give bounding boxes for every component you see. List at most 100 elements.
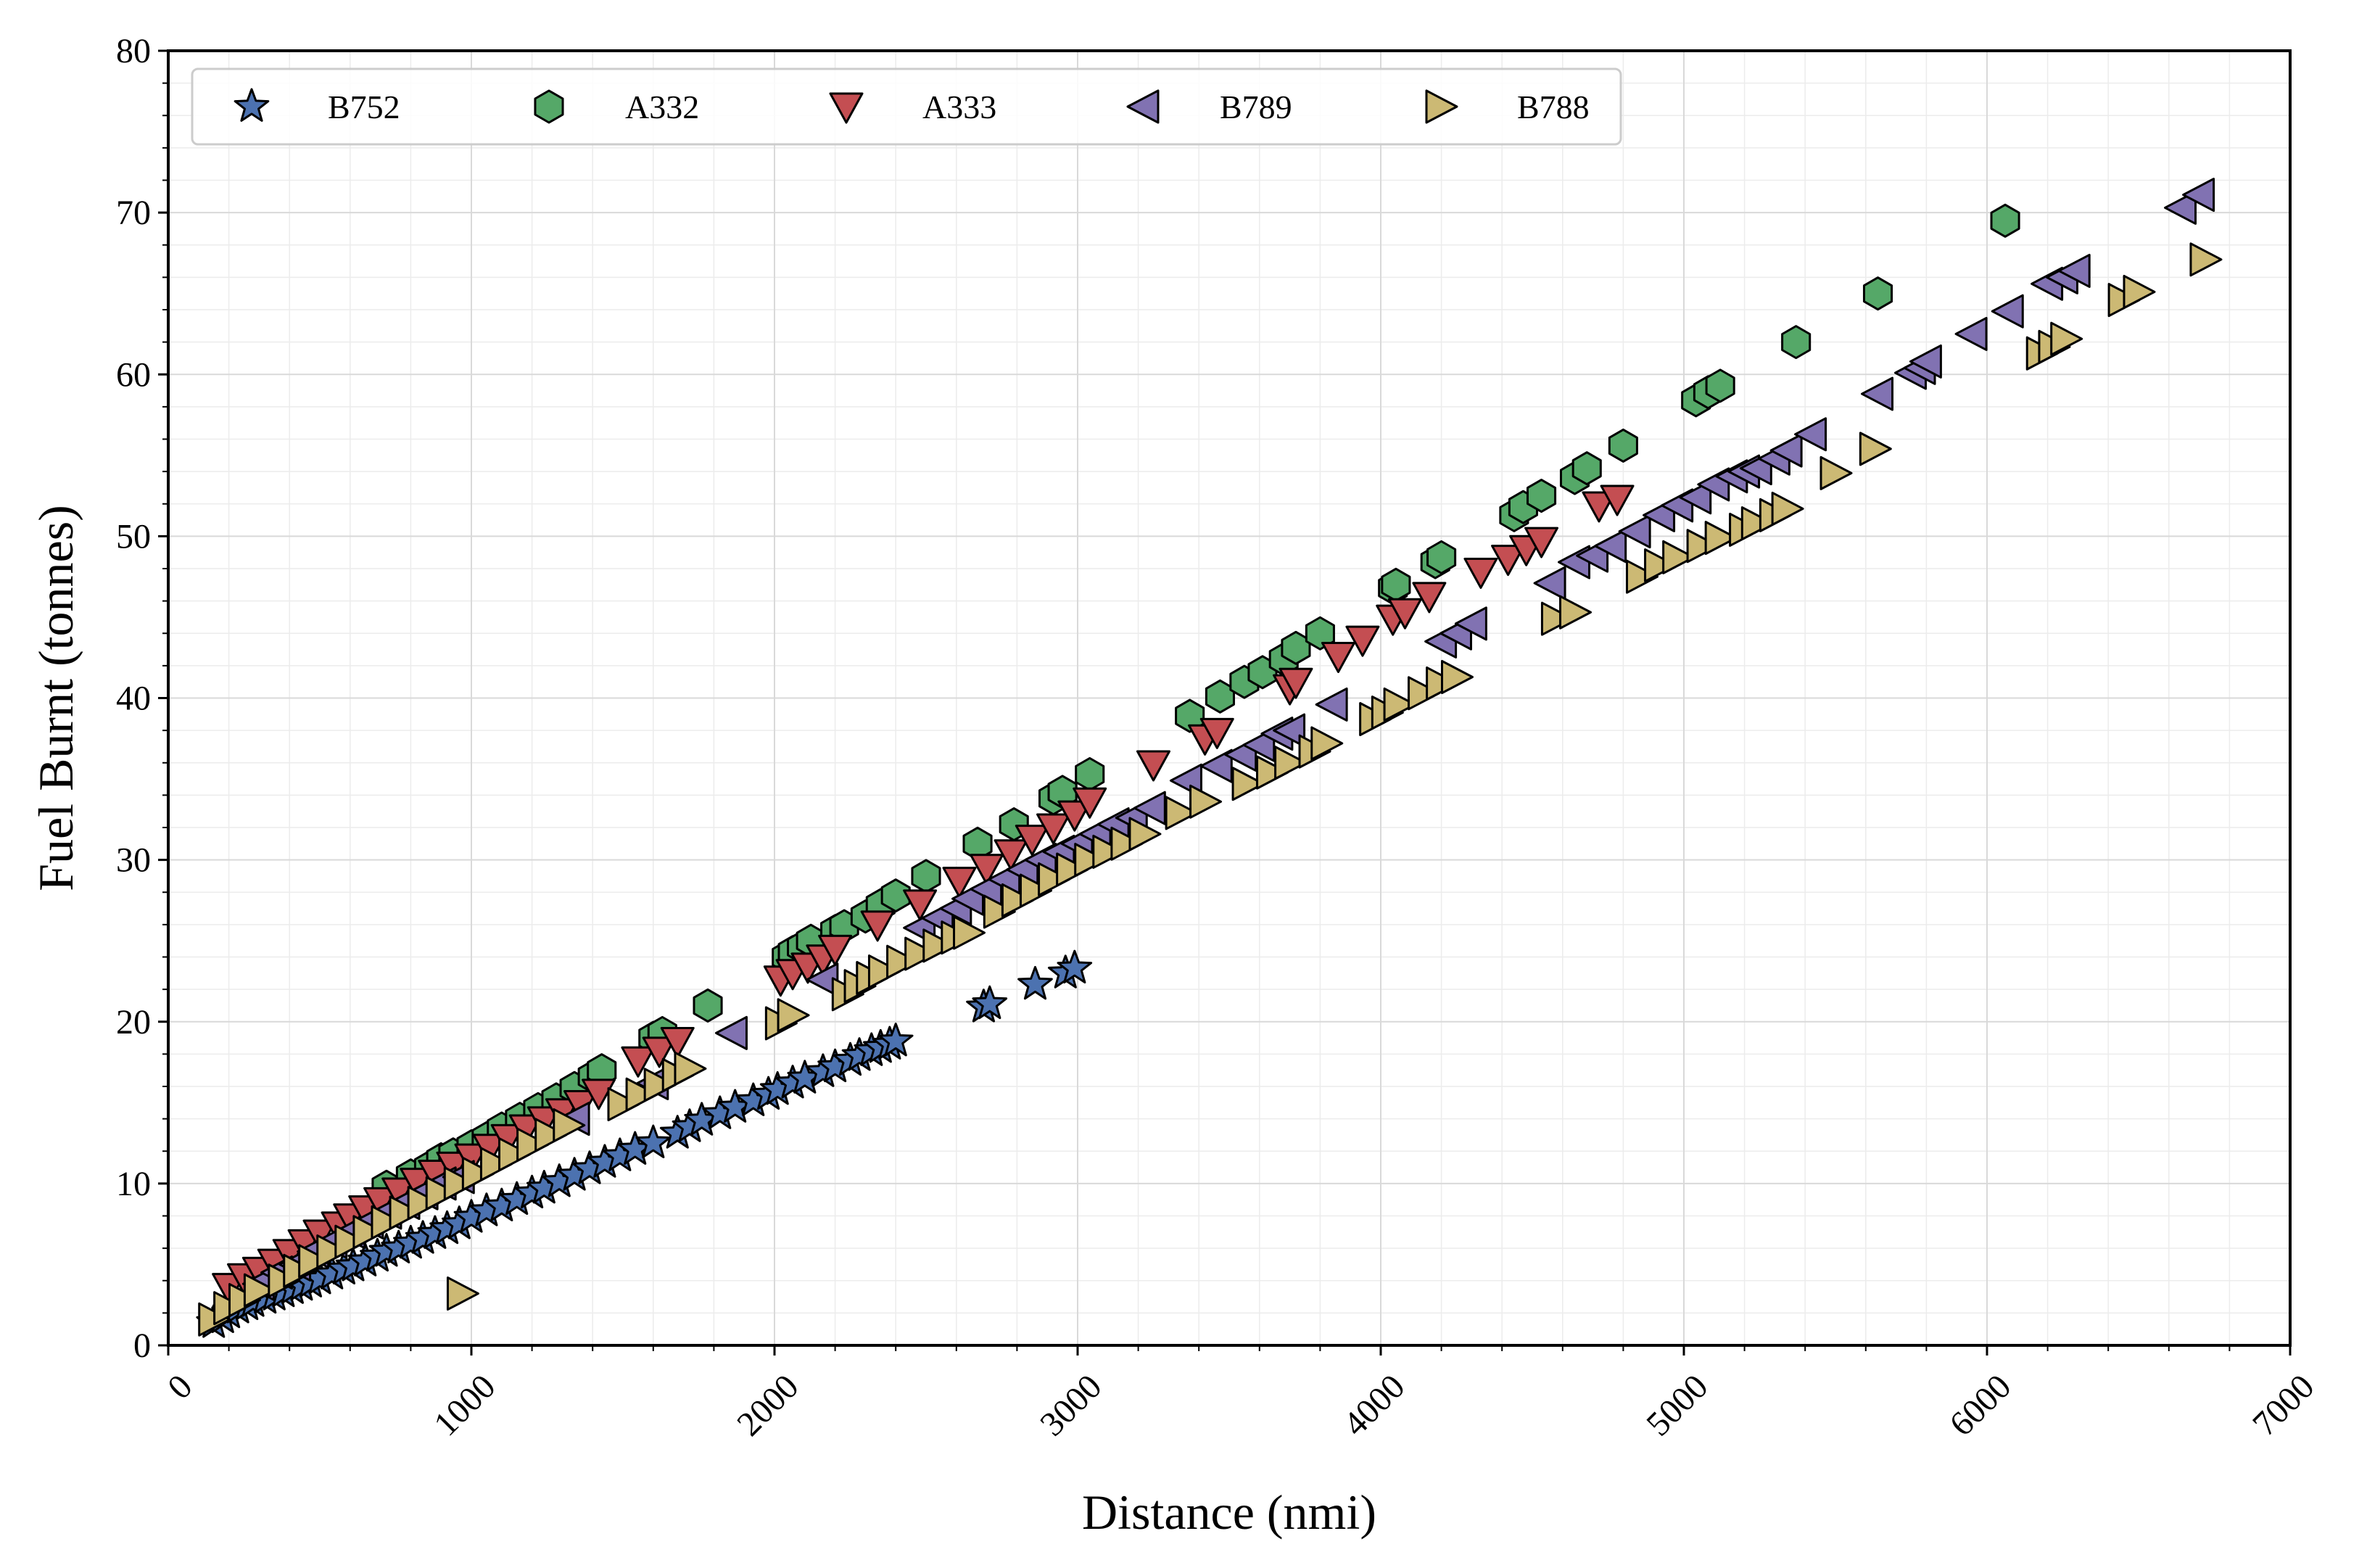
point-b788 — [1038, 862, 1071, 896]
point-b789 — [2164, 190, 2197, 225]
point-b788 — [1074, 843, 1107, 878]
point-b788 — [1310, 726, 1344, 761]
point-a333 — [942, 867, 977, 899]
series-a333 — [212, 484, 1635, 1305]
point-a332 — [911, 859, 941, 894]
point-b789 — [1594, 529, 1627, 564]
point-b788 — [534, 1118, 568, 1152]
x-axis-title: Distance (nmi) — [1082, 1485, 1376, 1540]
legend-label-b788: B788 — [1517, 88, 1590, 125]
point-b788 — [953, 915, 986, 950]
point-a332 — [1571, 451, 1602, 486]
legend: B752 A332 A333 B789 B788 — [191, 67, 1622, 146]
point-b788 — [407, 1186, 440, 1221]
point-b788 — [643, 1068, 677, 1102]
point-a332 — [1075, 756, 1105, 791]
point-a333 — [1036, 813, 1071, 845]
point-b788 — [316, 1234, 350, 1269]
legend-marker-a333 — [829, 92, 864, 124]
point-b789 — [1199, 748, 1233, 783]
point-a333 — [1199, 717, 1234, 749]
legend-marker-b752 — [234, 88, 270, 122]
point-a333 — [1057, 800, 1092, 832]
point-b788 — [1625, 559, 1658, 594]
legend-marker-b789 — [1126, 89, 1160, 124]
point-a333 — [1491, 545, 1526, 577]
point-b788 — [443, 1166, 476, 1201]
point-b789 — [1991, 294, 2024, 329]
point-a333 — [582, 1078, 616, 1110]
point-extra — [446, 1276, 479, 1311]
point-b788 — [1092, 834, 1125, 869]
point-b752 — [1057, 949, 1093, 984]
point-b752 — [635, 1124, 672, 1159]
point-b789 — [1454, 606, 1487, 641]
point-a333 — [621, 1046, 656, 1078]
point-b789 — [714, 1015, 748, 1050]
point-a333 — [1524, 527, 1559, 558]
point-a332 — [1705, 368, 1735, 403]
point-a332 — [1608, 428, 1638, 463]
point-a333 — [818, 934, 853, 966]
point-b788 — [553, 1108, 586, 1143]
point-b788 — [1408, 676, 1441, 711]
point-b788 — [1819, 455, 1853, 490]
y-tick-label: 10 — [116, 1165, 151, 1203]
point-b788 — [983, 894, 1016, 929]
point-b788 — [1110, 826, 1144, 861]
point-a333 — [1582, 491, 1616, 523]
point-b752 — [877, 1023, 914, 1057]
point-b788 — [2050, 321, 2083, 356]
point-b788 — [1686, 529, 1719, 564]
point-a333 — [1136, 750, 1170, 782]
point-b788 — [904, 936, 938, 971]
point-a333 — [1463, 557, 1498, 589]
point-b788 — [1704, 521, 1738, 556]
point-b788 — [1128, 817, 1162, 851]
point-b788 — [2189, 242, 2223, 277]
y-tick-label: 80 — [116, 32, 151, 70]
point-b789 — [1533, 566, 1566, 601]
legend-label-b752: B752 — [328, 88, 400, 125]
point-b788 — [425, 1176, 458, 1210]
point-a333 — [1015, 825, 1049, 857]
point-a332 — [1990, 203, 2020, 238]
series-extra — [446, 1276, 479, 1311]
point-a333 — [1278, 667, 1313, 699]
point-b788 — [625, 1077, 658, 1112]
point-b788 — [1056, 852, 1089, 887]
point-a333 — [903, 889, 938, 921]
point-a332 — [693, 988, 723, 1023]
legend-marker-a332 — [534, 89, 564, 124]
point-b789 — [1794, 417, 1827, 452]
y-tick-label: 30 — [116, 841, 151, 880]
point-b788 — [867, 954, 901, 989]
y-tick-label: 40 — [116, 680, 151, 718]
series-b752 — [196, 949, 1093, 1338]
point-a333 — [1345, 625, 1380, 657]
point-b789 — [1769, 433, 1803, 468]
point-a333 — [1073, 787, 1107, 819]
point-b789 — [2182, 178, 2215, 212]
point-b788 — [1771, 491, 1804, 526]
point-b788 — [1256, 755, 1289, 790]
point-b788 — [607, 1087, 640, 1122]
data-points — [196, 178, 2223, 1338]
point-b789 — [1133, 791, 1166, 825]
point-b788 — [1189, 784, 1223, 819]
point-b789 — [1909, 344, 1942, 379]
point-b788 — [1540, 601, 1574, 636]
point-b789 — [1315, 687, 1348, 722]
y-tick-label: 0 — [133, 1326, 151, 1365]
legend-label-b789: B789 — [1220, 88, 1292, 125]
point-a333 — [994, 839, 1028, 871]
point-b788 — [1274, 746, 1308, 780]
point-b788 — [2123, 274, 2156, 309]
point-a332 — [1781, 325, 1812, 360]
y-tick-label: 70 — [116, 194, 151, 232]
point-b788 — [334, 1224, 368, 1259]
point-b788 — [1383, 687, 1416, 722]
point-a332 — [1175, 698, 1205, 733]
